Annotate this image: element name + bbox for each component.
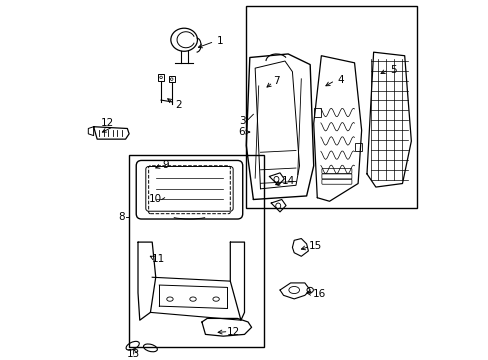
Text: 1: 1 [216, 36, 223, 46]
Text: 16: 16 [312, 289, 325, 299]
Text: 7: 7 [273, 76, 279, 86]
Text: 12: 12 [227, 327, 240, 337]
Text: 4: 4 [336, 75, 343, 85]
Text: 8: 8 [119, 212, 125, 222]
Bar [246, 6, 416, 208]
Text: 3: 3 [238, 116, 245, 126]
Bar [158, 74, 164, 81]
Text: 13: 13 [127, 349, 140, 359]
Text: 5: 5 [389, 64, 396, 75]
Text: 15: 15 [308, 240, 322, 251]
Text: 10: 10 [148, 194, 161, 204]
Bar [313, 108, 320, 117]
Text: 11: 11 [152, 254, 165, 264]
Text: 6: 6 [238, 127, 244, 137]
Bar [129, 155, 264, 347]
Text: 14: 14 [282, 176, 295, 186]
Bar [168, 76, 175, 82]
Text: 2: 2 [175, 100, 182, 111]
Text: 9: 9 [162, 160, 169, 170]
Bar [354, 143, 361, 150]
Text: 12: 12 [101, 118, 114, 128]
